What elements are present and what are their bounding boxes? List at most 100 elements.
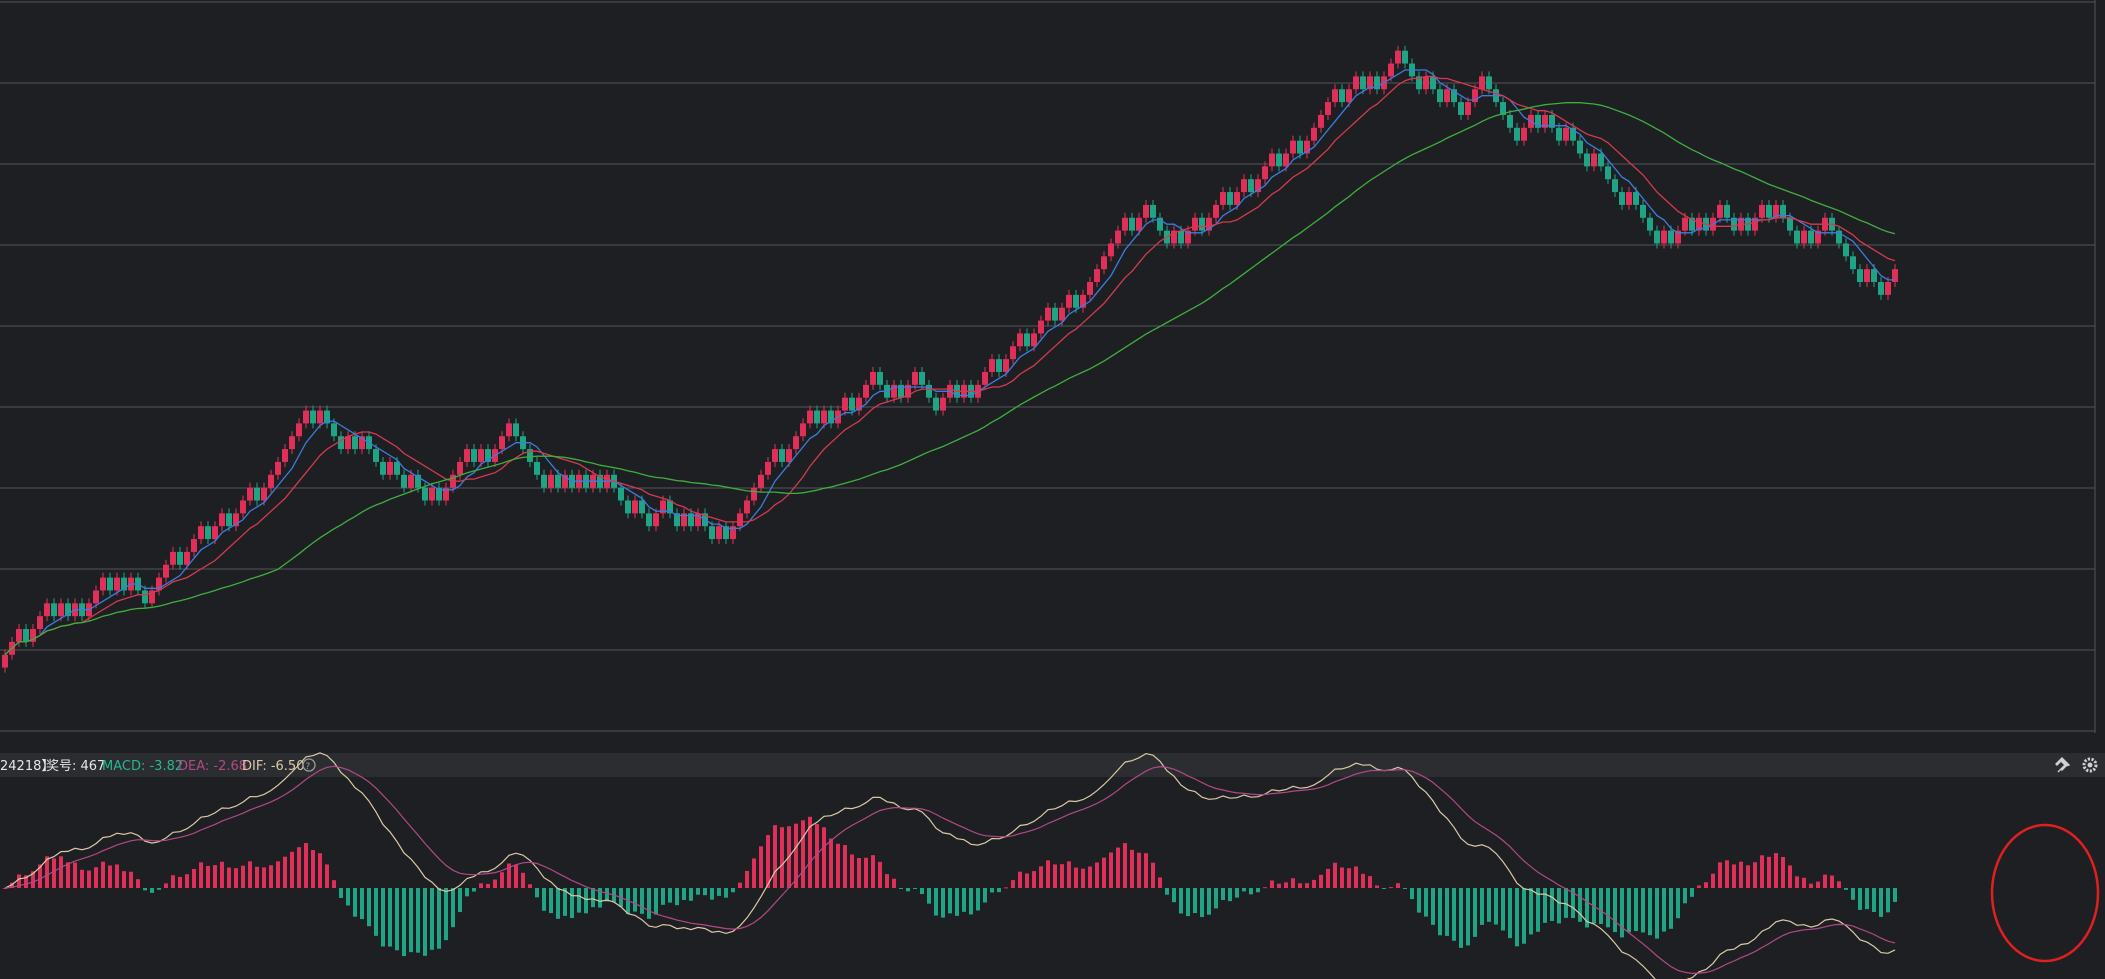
macd-positive-bar <box>1123 843 1127 888</box>
macd-positive-bar <box>1067 861 1071 888</box>
macd-negative-bar <box>1585 888 1589 928</box>
macd-negative-bar <box>724 888 728 898</box>
macd-negative-bar <box>1473 888 1477 937</box>
macd-positive-bar <box>10 882 14 888</box>
macd-negative-bar <box>367 888 371 927</box>
macd-positive-bar <box>136 879 140 888</box>
macd-positive-bar <box>255 866 259 888</box>
macd-negative-bar <box>1634 888 1638 932</box>
macd-negative-bar <box>1186 888 1190 917</box>
macd-positive-bar <box>521 872 525 888</box>
macd-positive-bar <box>1284 882 1288 888</box>
macd-positive-bar <box>1781 856 1785 888</box>
macd-negative-bar <box>346 888 350 906</box>
macd-positive-bar <box>3 888 7 889</box>
macd-positive-bar <box>59 856 63 888</box>
macd-negative-bar <box>717 888 721 896</box>
help-circle-icon[interactable]: ? <box>302 758 316 772</box>
macd-negative-bar <box>598 888 602 908</box>
macd-negative-bar <box>1221 888 1225 900</box>
macd-negative-bar <box>1249 888 1253 895</box>
macd-positive-bar <box>1053 864 1057 888</box>
macd-negative-bar <box>1606 888 1610 928</box>
macd-negative-bar <box>962 888 966 912</box>
pin-icon[interactable] <box>2055 757 2071 773</box>
macd-negative-bar <box>360 888 364 920</box>
macd-positive-bar <box>780 827 784 888</box>
macd-negative-bar <box>150 888 154 893</box>
macd-positive-bar <box>871 855 875 888</box>
macd-positive-bar <box>1830 875 1834 888</box>
macd-negative-bar <box>430 888 434 950</box>
macd-negative-bar <box>1851 888 1855 900</box>
macd-negative-bar <box>1452 888 1456 941</box>
macd-negative-bar <box>535 888 539 898</box>
index-label: 奖号: 467 <box>46 759 105 774</box>
macd-negative-bar <box>577 888 581 913</box>
macd-positive-bar <box>199 862 203 888</box>
macd-positive-bar <box>290 851 294 888</box>
macd-negative-bar <box>1200 888 1204 918</box>
macd-positive-bar <box>857 858 861 888</box>
macd-negative-bar <box>1599 888 1603 925</box>
macd-positive-bar <box>1298 883 1302 888</box>
macd-positive-bar <box>283 856 287 888</box>
macd-negative-bar <box>444 888 448 941</box>
macd-negative-bar <box>1515 888 1519 947</box>
macd-negative-bar <box>654 888 658 915</box>
macd-negative-bar <box>1242 888 1246 892</box>
macd-negative-bar <box>1613 888 1617 933</box>
ma-line-12 <box>4 75 1896 656</box>
macd-positive-bar <box>1039 866 1043 888</box>
macd-negative-bar <box>1494 888 1498 925</box>
macd-negative-bar <box>388 888 392 947</box>
macd-positive-bar <box>1004 887 1008 889</box>
macd-value: MACD: -3.82 <box>102 759 183 774</box>
macd-negative-bar <box>437 888 441 949</box>
macd-negative-bar <box>1844 888 1848 890</box>
macd-negative-bar <box>395 888 399 951</box>
macd-positive-bar <box>507 863 511 888</box>
macd-positive-bar <box>759 846 763 888</box>
macd-positive-bar <box>276 861 280 888</box>
moving-average-lines <box>4 69 1896 656</box>
macd-positive-bar <box>1795 876 1799 888</box>
macd-positive-bar <box>213 865 217 888</box>
macd-positive-bar <box>1109 852 1113 888</box>
macd-negative-bar <box>1508 888 1512 939</box>
macd-negative-bar <box>1165 888 1169 895</box>
macd-positive-bar <box>185 874 189 888</box>
macd-positive-bar <box>122 871 126 888</box>
macd-negative-bar <box>1228 888 1232 902</box>
macd-positive-bar <box>1032 871 1036 888</box>
dif-line <box>4 752 1896 979</box>
macd-negative-bar <box>563 888 567 916</box>
macd-positive-bar <box>38 864 42 888</box>
macd-negative-bar <box>1172 888 1176 903</box>
dea-line <box>4 765 1896 975</box>
macd-positive-bar <box>1151 862 1155 888</box>
macd-negative-bar <box>941 888 945 918</box>
macd-negative-bar <box>661 888 665 905</box>
macd-positive-bar <box>1760 855 1764 888</box>
macd-positive-bar <box>1396 883 1400 888</box>
macd-negative-bar <box>955 888 959 916</box>
macd-negative-bar <box>710 888 714 900</box>
macd-negative-bar <box>703 888 707 896</box>
macd-negative-bar <box>549 888 553 914</box>
macd-positive-bar <box>479 883 483 888</box>
macd-positive-bar <box>80 869 84 888</box>
gear-icon[interactable] <box>2082 757 2098 773</box>
macd-panel <box>3 752 1897 979</box>
macd-negative-bar <box>143 888 147 891</box>
macd-negative-bar <box>920 888 924 895</box>
macd-negative-bar <box>1207 888 1211 915</box>
macd-positive-bar <box>766 835 770 888</box>
macd-positive-bar <box>87 870 91 888</box>
macd-positive-bar <box>1753 862 1757 888</box>
macd-positive-bar <box>1011 880 1015 888</box>
macd-positive-bar <box>1704 882 1708 888</box>
macd-positive-bar <box>1333 862 1337 888</box>
macd-positive-bar <box>234 868 238 888</box>
